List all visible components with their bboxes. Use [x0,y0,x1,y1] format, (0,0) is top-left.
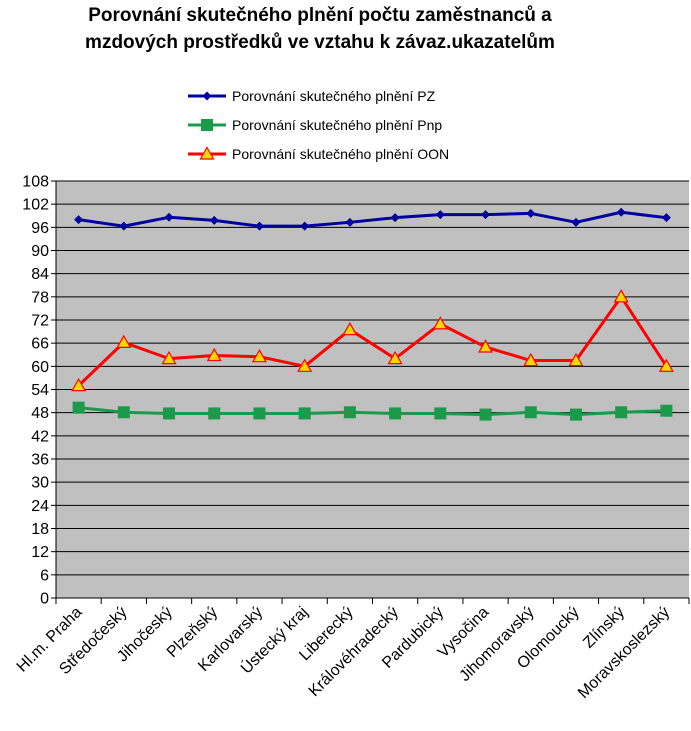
data-point [478,339,494,353]
legend-marker-0 [202,91,212,101]
legend-label-1: Porovnání skutečného plnění Pnp [232,117,442,133]
data-point [74,215,84,225]
y-tick-label-60: 60 [31,359,49,376]
data-point [300,221,310,231]
y-tick-label-30: 30 [31,475,49,492]
data-point [389,407,402,420]
data-point [479,408,492,421]
data-point [208,407,221,420]
y-tick-label-108: 108 [22,174,49,191]
data-point [251,348,267,363]
y-tick-label-18: 18 [31,521,49,538]
data-point [569,408,582,421]
y-tick-label-36: 36 [31,452,49,469]
data-point [616,207,626,217]
data-point [523,352,539,367]
data-point [345,217,355,227]
y-tick-label-84: 84 [31,266,49,283]
data-point [254,221,264,231]
data-point [660,404,673,417]
data-point [435,210,445,220]
data-point [71,377,87,392]
chart-title-line-2: mzdových prostředků ve vztahu k závaz.uk… [85,32,555,53]
data-point [116,334,132,348]
data-point [206,347,222,362]
data-point [434,407,447,420]
data-point [117,406,130,419]
y-tick-label-48: 48 [31,405,49,422]
series-line-2 [77,295,668,387]
data-point [568,352,584,367]
y-tick-label-72: 72 [31,313,49,330]
series-0 [74,207,671,231]
series-layer [71,207,674,421]
legend-entry-1: Porovnání skutečného plnění Pnp [188,117,442,133]
y-tick-label-78: 78 [31,289,49,306]
y-tick-label-42: 42 [31,428,49,445]
y-axis-ticks: 0 6 12 18 24 30 36 42 48 54 60 66 72 78 84 90 96 102 108 [22,174,56,608]
data-point [615,406,628,419]
y-tick-label-0: 0 [40,591,49,608]
data-point [72,401,85,414]
data-point [387,350,403,365]
data-point [526,208,536,218]
data-point [661,213,671,223]
x-axis-ticks: Hl.m. PrahaStředočeskýJihočeskýPlzeňskýK… [14,602,674,702]
data-point [390,213,400,223]
y-tick-label-96: 96 [31,220,49,237]
data-point [481,210,491,220]
data-point [164,212,174,222]
data-point [119,221,129,231]
legend-marker-2 [199,146,215,160]
series-line-0 [78,210,667,228]
legend-entry-2: Porovnání skutečného plnění OON [188,146,449,162]
y-tick-label-66: 66 [31,336,49,353]
data-point [161,350,177,365]
data-point [343,406,356,419]
legend-marker-1 [201,119,213,131]
data-point [613,289,629,303]
data-point [253,407,266,420]
data-point [658,358,674,372]
data-point [342,321,358,336]
data-point [297,358,313,372]
chart-title: Porovnání skutečného plnění počtu zaměst… [0,2,640,56]
legend-label-0: Porovnání skutečného plnění PZ [232,88,436,104]
y-tick-label-6: 6 [40,567,49,584]
chart-title-line-1: Porovnání skutečného plnění počtu zaměst… [88,5,552,26]
legend-label-2: Porovnání skutečného plnění OON [232,146,449,162]
series-2 [71,289,674,392]
y-tick-label-24: 24 [31,498,49,515]
series-line-1 [78,406,667,417]
legend-entry-0: Porovnání skutečného plnění PZ [188,88,436,104]
data-point [209,215,219,225]
data-point [298,407,311,420]
series-1 [72,401,673,421]
y-tick-label-90: 90 [31,243,49,260]
legend: Porovnání skutečného plnění PZ Porovnání … [188,88,449,162]
data-point [571,217,581,227]
data-point [163,407,176,420]
y-tick-label-12: 12 [31,544,49,561]
y-tick-label-54: 54 [31,382,49,399]
data-point [432,316,448,330]
data-point [524,406,537,419]
y-tick-label-102: 102 [22,197,49,214]
